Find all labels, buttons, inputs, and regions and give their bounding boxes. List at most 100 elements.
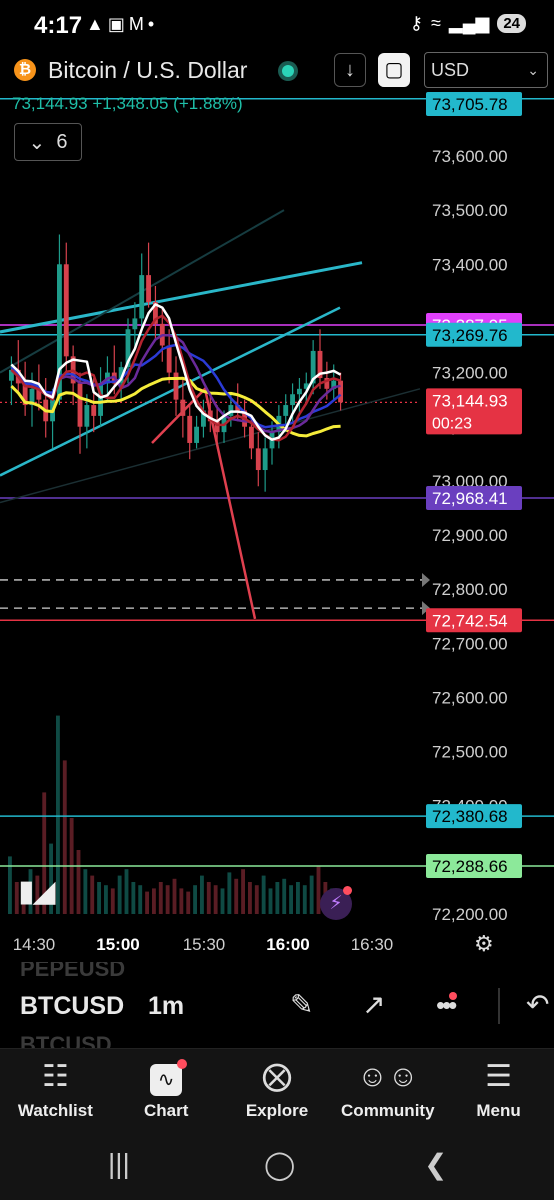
gear-icon[interactable]: ⚙ xyxy=(474,931,494,956)
pencil-icon[interactable]: ✎ xyxy=(290,989,314,1020)
candle-body xyxy=(207,410,213,422)
chart-header: ₿ Bitcoin / U.S. Dollar ↓ ▢ USD ⌄ xyxy=(0,50,554,92)
trend-line-icon[interactable]: ↗ xyxy=(362,989,386,1020)
y-tick-label: 72,800.00 xyxy=(432,580,508,599)
level-arrow xyxy=(422,601,430,616)
nav-label: Watchlist xyxy=(17,1101,93,1120)
volume-bar xyxy=(309,875,314,914)
price-tag-label: 73,705.78 xyxy=(432,95,508,114)
download-icon[interactable]: ↓ xyxy=(334,53,366,87)
candle-body xyxy=(331,380,337,389)
symbol-next[interactable]: BTCUSD xyxy=(20,1032,112,1048)
volume-bar xyxy=(234,878,239,914)
indicator-toggle[interactable]: ⌄ 6 xyxy=(14,123,82,161)
chevron-down-icon: ⌄ xyxy=(527,62,539,78)
volume-bar xyxy=(227,872,232,914)
volume-bar xyxy=(268,888,273,914)
candle-body xyxy=(187,415,193,443)
candle-body xyxy=(194,426,199,443)
volume-bar xyxy=(179,888,184,914)
status-bar: 4:17 ▲▣M• ⚷ ≈ ▂▄▆ 24 xyxy=(0,0,554,50)
currency-value: USD xyxy=(431,60,470,80)
people-icon: ☺☺ xyxy=(357,1060,419,1093)
volume-bar xyxy=(296,882,300,914)
nav-label: Explore xyxy=(245,1101,309,1120)
symbol-previous[interactable]: PEPEUSD xyxy=(20,962,126,981)
candle-body xyxy=(338,380,343,403)
y-tick-label: 73,600.00 xyxy=(432,147,508,166)
nav-label: Menu xyxy=(476,1101,521,1120)
candle-body xyxy=(125,329,131,368)
y-tick-label: 72,200.00 xyxy=(432,905,508,924)
price-chart[interactable]: 72,200.0072,300.0072,400.0072,500.0072,6… xyxy=(0,92,554,962)
lightning-icon[interactable]: ⚡ xyxy=(320,886,352,920)
x-tick-label: 16:30 xyxy=(351,935,394,954)
x-tick-label: 15:30 xyxy=(183,935,226,954)
volume-bar xyxy=(28,869,33,914)
volume-bar xyxy=(248,882,252,914)
symbol-title[interactable]: Bitcoin / U.S. Dollar xyxy=(48,57,248,83)
volume-bar xyxy=(289,885,293,914)
projection-line xyxy=(151,386,257,620)
volume-bar xyxy=(35,875,40,914)
candle-body xyxy=(146,275,151,303)
undo-icon[interactable]: ↶ xyxy=(526,989,550,1020)
candle-body xyxy=(77,383,83,427)
indicator-count: 6 xyxy=(56,130,68,153)
price-tag xyxy=(426,485,522,510)
price-tag-label: 72,968.41 xyxy=(432,489,508,508)
volume-bar xyxy=(172,878,177,914)
candle-body xyxy=(153,302,158,324)
volume-bar xyxy=(138,885,143,914)
volume-bar xyxy=(206,882,211,914)
more-icon[interactable]: ••• xyxy=(436,990,458,1020)
compass-icon: ⨂ xyxy=(261,1060,292,1093)
candle-body xyxy=(9,369,14,381)
nav-chart[interactable]: ∿ Chart xyxy=(111,1049,222,1134)
signal-icon: ▂▄▆ xyxy=(448,13,490,33)
volume-bar xyxy=(8,856,12,914)
status-right: ⚷ ≈ ▂▄▆ 24 xyxy=(410,13,526,34)
volume-bar xyxy=(302,885,307,914)
candle-body xyxy=(317,350,323,378)
volume-bar xyxy=(104,885,108,914)
volume-bar xyxy=(62,760,67,914)
candle-body xyxy=(98,383,103,416)
candle-body xyxy=(235,405,241,411)
candle-body xyxy=(118,367,124,384)
currency-select[interactable]: USD ⌄ xyxy=(424,52,548,88)
volume-bar xyxy=(83,869,88,914)
hamburger-icon: ☰ xyxy=(485,1060,513,1093)
candle-body xyxy=(84,405,90,427)
nav-community[interactable]: ☺☺ Community xyxy=(332,1049,443,1134)
y-tick-label: 72,700.00 xyxy=(432,634,508,653)
nav-explore[interactable]: ⨂ Explore xyxy=(222,1049,333,1134)
recent-apps-icon[interactable]: ||| xyxy=(108,1148,130,1179)
nav-watchlist[interactable]: ☷ Watchlist xyxy=(0,1049,111,1134)
x-tick-label: 15:00 xyxy=(96,935,139,954)
volume-bar xyxy=(158,882,163,914)
candle-body xyxy=(255,448,261,471)
status-time: 4:17 xyxy=(34,12,83,39)
system-nav-bar: ||| ◯ ❮ xyxy=(0,1134,554,1200)
volume-bar xyxy=(220,888,225,914)
volume-bar xyxy=(110,888,115,914)
candle-body xyxy=(63,264,69,357)
volume-bar xyxy=(76,850,81,914)
current-price-label: 73,144.93 xyxy=(432,391,508,410)
nav-menu[interactable]: ☰ Menu xyxy=(443,1049,554,1134)
volume-bar xyxy=(213,885,218,914)
volume-bar xyxy=(97,882,101,914)
back-icon[interactable]: ❮ xyxy=(424,1149,448,1180)
interval-select[interactable]: 1m xyxy=(148,992,185,1020)
volume-bar xyxy=(145,891,149,914)
fullscreen-icon[interactable]: ▢ xyxy=(378,53,410,87)
home-icon[interactable]: ◯ xyxy=(264,1149,296,1180)
candle-body xyxy=(29,388,35,406)
battery-indicator: 24 xyxy=(497,14,526,33)
divider xyxy=(498,988,500,1024)
candle-body xyxy=(139,275,145,319)
volume-bar xyxy=(200,875,204,914)
symbol-current[interactable]: BTCUSD xyxy=(20,992,125,1020)
ma-white-line xyxy=(10,303,342,441)
